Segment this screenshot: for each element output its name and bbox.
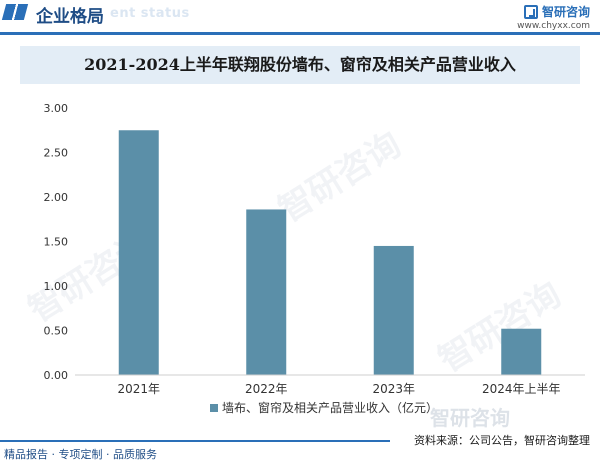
section-title-en: ent status xyxy=(110,6,190,21)
y-tick-label: 0.50 xyxy=(44,325,69,338)
legend-swatch xyxy=(210,404,218,412)
legend-label: 墙布、窗帘及相关产品营业收入（亿元） xyxy=(222,401,439,415)
x-tick-label: 2024年上半年 xyxy=(482,382,561,396)
footer-tagline: 精品报告 · 专项定制 · 品质服务 xyxy=(4,448,157,461)
y-tick-label: 1.00 xyxy=(44,280,69,293)
x-tick-label: 2022年 xyxy=(245,382,288,396)
section-title: 企业格局 xyxy=(36,7,104,27)
chart-title-band: 2021-2024上半年联翔股份墙布、窗帘及相关产品营业收入 xyxy=(20,46,580,84)
y-tick-label: 2.00 xyxy=(44,191,69,204)
footer-divider xyxy=(0,440,390,442)
brand-logo-icon xyxy=(523,4,538,19)
header: 企业格局 ent status 智研咨询 www.chyxx.com xyxy=(0,0,600,31)
footer-watermark-logo: 智研咨询 xyxy=(430,406,510,430)
source-note: 资料来源：公司公告，智研咨询整理 xyxy=(414,434,590,447)
bar xyxy=(501,328,542,375)
y-tick-label: 0.00 xyxy=(44,369,69,382)
x-tick-label: 2023年 xyxy=(372,382,415,396)
bar xyxy=(118,130,159,375)
header-divider xyxy=(0,32,600,35)
y-tick-label: 2.50 xyxy=(44,147,69,160)
y-tick-label: 3.00 xyxy=(44,102,69,115)
brand-url: www.chyxx.com xyxy=(517,21,590,31)
bar xyxy=(246,209,287,375)
y-tick-label: 1.50 xyxy=(44,236,69,249)
brand-name: 智研咨询 xyxy=(541,5,590,19)
chart-title: 2021-2024上半年联翔股份墙布、窗帘及相关产品营业收入 xyxy=(84,55,516,74)
brand: 智研咨询 www.chyxx.com xyxy=(517,1,590,31)
bar xyxy=(373,245,414,375)
x-tick-label: 2021年 xyxy=(117,382,160,396)
